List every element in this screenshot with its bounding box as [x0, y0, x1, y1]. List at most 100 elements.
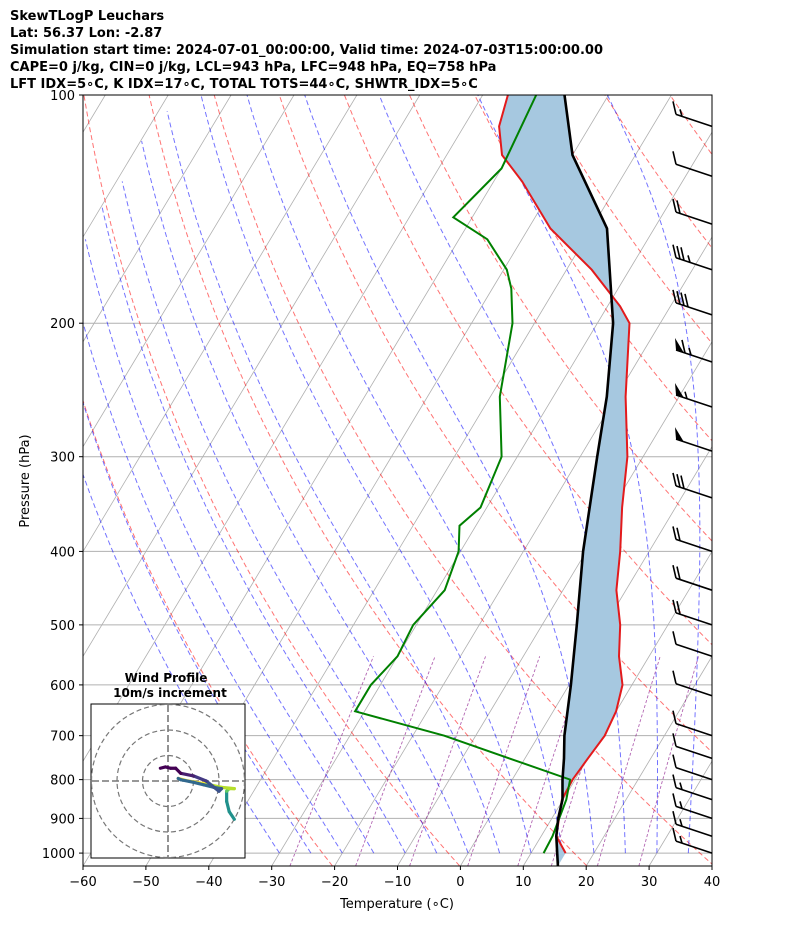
wind-barb-full: [680, 475, 685, 489]
moist-adiabat: [101, 205, 406, 854]
wind-barb: [672, 599, 713, 626]
moist-adiabat: [200, 95, 532, 854]
wind-barb-staff: [675, 682, 713, 697]
hodograph-segment: [191, 774, 208, 783]
wind-barb-half: [684, 391, 688, 399]
wind-barb-staff: [675, 577, 713, 591]
x-tick-label: −20: [321, 875, 348, 890]
dry-adiabat: [474, 95, 712, 442]
moist-adiabat: [121, 181, 438, 854]
wind-barb: [675, 427, 713, 452]
x-tick-label: 40: [704, 875, 721, 890]
dry-adiabat: [343, 95, 712, 646]
dry-adiabat: [83, 399, 333, 866]
wind-barb-full: [672, 754, 677, 768]
isotherm-line: [334, 236, 712, 866]
x-tick-label: −10: [384, 875, 411, 890]
wind-barb: [672, 526, 713, 553]
wind-barb: [672, 198, 713, 225]
dry-adiabat: [735, 95, 794, 866]
isotherm-line: [83, 95, 358, 553]
wind-barb-full: [672, 631, 677, 645]
moist-adiabat: [83, 472, 280, 854]
y-tick-label: 700: [50, 730, 75, 745]
x-tick-label: −50: [132, 875, 159, 890]
wind-barb: [672, 244, 713, 271]
simulation-times: Simulation start time: 2024-07-01_00:00:…: [10, 43, 603, 58]
wind-barb-flag: [675, 337, 684, 353]
wind-barb-full: [672, 670, 677, 684]
wind-barb-full: [676, 601, 681, 615]
wind-barb-full: [680, 247, 685, 261]
wind-barb-full: [676, 291, 681, 305]
wind-barb-full: [672, 710, 677, 724]
y-tick-label: 500: [50, 619, 75, 634]
stability-indices: LFT IDX=5∘C, K IDX=17∘C, TOTAL TOTS=44∘C…: [10, 77, 478, 92]
wind-barb-staff: [675, 766, 713, 781]
wind-barb: [672, 827, 713, 854]
wind-barb-full: [672, 827, 677, 842]
x-axis-label: Temperature (∘C): [339, 897, 454, 912]
wind-barb-full: [681, 339, 686, 354]
mixing-ratio-line: [355, 656, 436, 866]
dry-adiabat: [278, 95, 712, 753]
wind-barb-full: [672, 101, 677, 115]
wind-barb-staff: [675, 612, 713, 626]
isotherm-line: [648, 760, 712, 866]
wind-barb-staff: [675, 302, 713, 316]
wind-barb-staff: [675, 722, 713, 737]
wind-barb-flag: [675, 427, 684, 443]
x-tick-label: 30: [641, 875, 658, 890]
hodograph-ring: [90, 703, 246, 859]
wind-barb-half: [679, 801, 683, 809]
y-tick-label: 400: [50, 545, 75, 560]
moist-adiabat: [84, 239, 375, 854]
chart-header: SkewTLogP Leuchars Lat: 56.37 Lon: -2.87…: [10, 8, 603, 93]
moist-adiabat: [606, 95, 701, 854]
hodograph-segment: [204, 779, 221, 793]
wind-barb: [672, 710, 713, 737]
wind-barb-staff: [675, 211, 713, 225]
hodograph-segment: [225, 799, 231, 814]
wind-barb-full: [684, 293, 689, 308]
wind-barb-half: [679, 109, 683, 117]
wind-barb-full: [672, 733, 677, 747]
wind-barb-full: [676, 527, 681, 541]
wind-barb: [672, 793, 713, 820]
y-tick-label: 1000: [42, 847, 75, 862]
moist-adiabat: [166, 110, 501, 854]
y-axis-ticks: 100 200 300 400 500 600 700 800 900 1000: [42, 89, 83, 862]
moist-adiabat: [141, 140, 469, 854]
x-axis-ticks: −60 −50 −40 −30 −20 −10 0 10 20 30 40: [69, 866, 720, 890]
wind-barb: [672, 631, 713, 658]
hodograph: [90, 703, 246, 859]
wind-barb-staff: [675, 256, 713, 271]
dry-adiabat: [409, 95, 712, 542]
wind-barb-half: [688, 347, 692, 356]
wind-barb-staff: [675, 485, 713, 499]
cape-cin-shading: [499, 95, 630, 866]
x-tick-label: 10: [515, 875, 532, 890]
x-tick-label: 0: [456, 875, 464, 890]
wind-profile-inset: Wind Profile 10m/s increment: [90, 671, 246, 859]
mixing-ratio-line: [409, 656, 487, 866]
wind-barb-full: [672, 565, 677, 579]
hodograph-segment: [179, 771, 196, 778]
wind-barb-flag: [675, 383, 684, 399]
wind-barbs: [672, 101, 713, 854]
wind-barb-full: [680, 292, 685, 306]
wind-barb-staff: [675, 163, 713, 178]
mixing-ratio-line: [289, 656, 374, 866]
moist-adiabat: [83, 400, 312, 854]
hodograph-segment: [179, 778, 196, 784]
dry-adiabat: [83, 95, 461, 866]
isotherm-line: [83, 95, 295, 448]
isotherm-line: [711, 865, 712, 866]
temperature-profile: [498, 95, 631, 854]
y-tick-label: 800: [50, 774, 75, 789]
dry-adiabat: [213, 95, 712, 865]
wind-barb-full: [672, 151, 677, 165]
moist-adiabat: [246, 95, 563, 854]
y-tick-label: 100: [50, 89, 75, 104]
inset-subtitle: 10m/s increment: [113, 686, 227, 700]
